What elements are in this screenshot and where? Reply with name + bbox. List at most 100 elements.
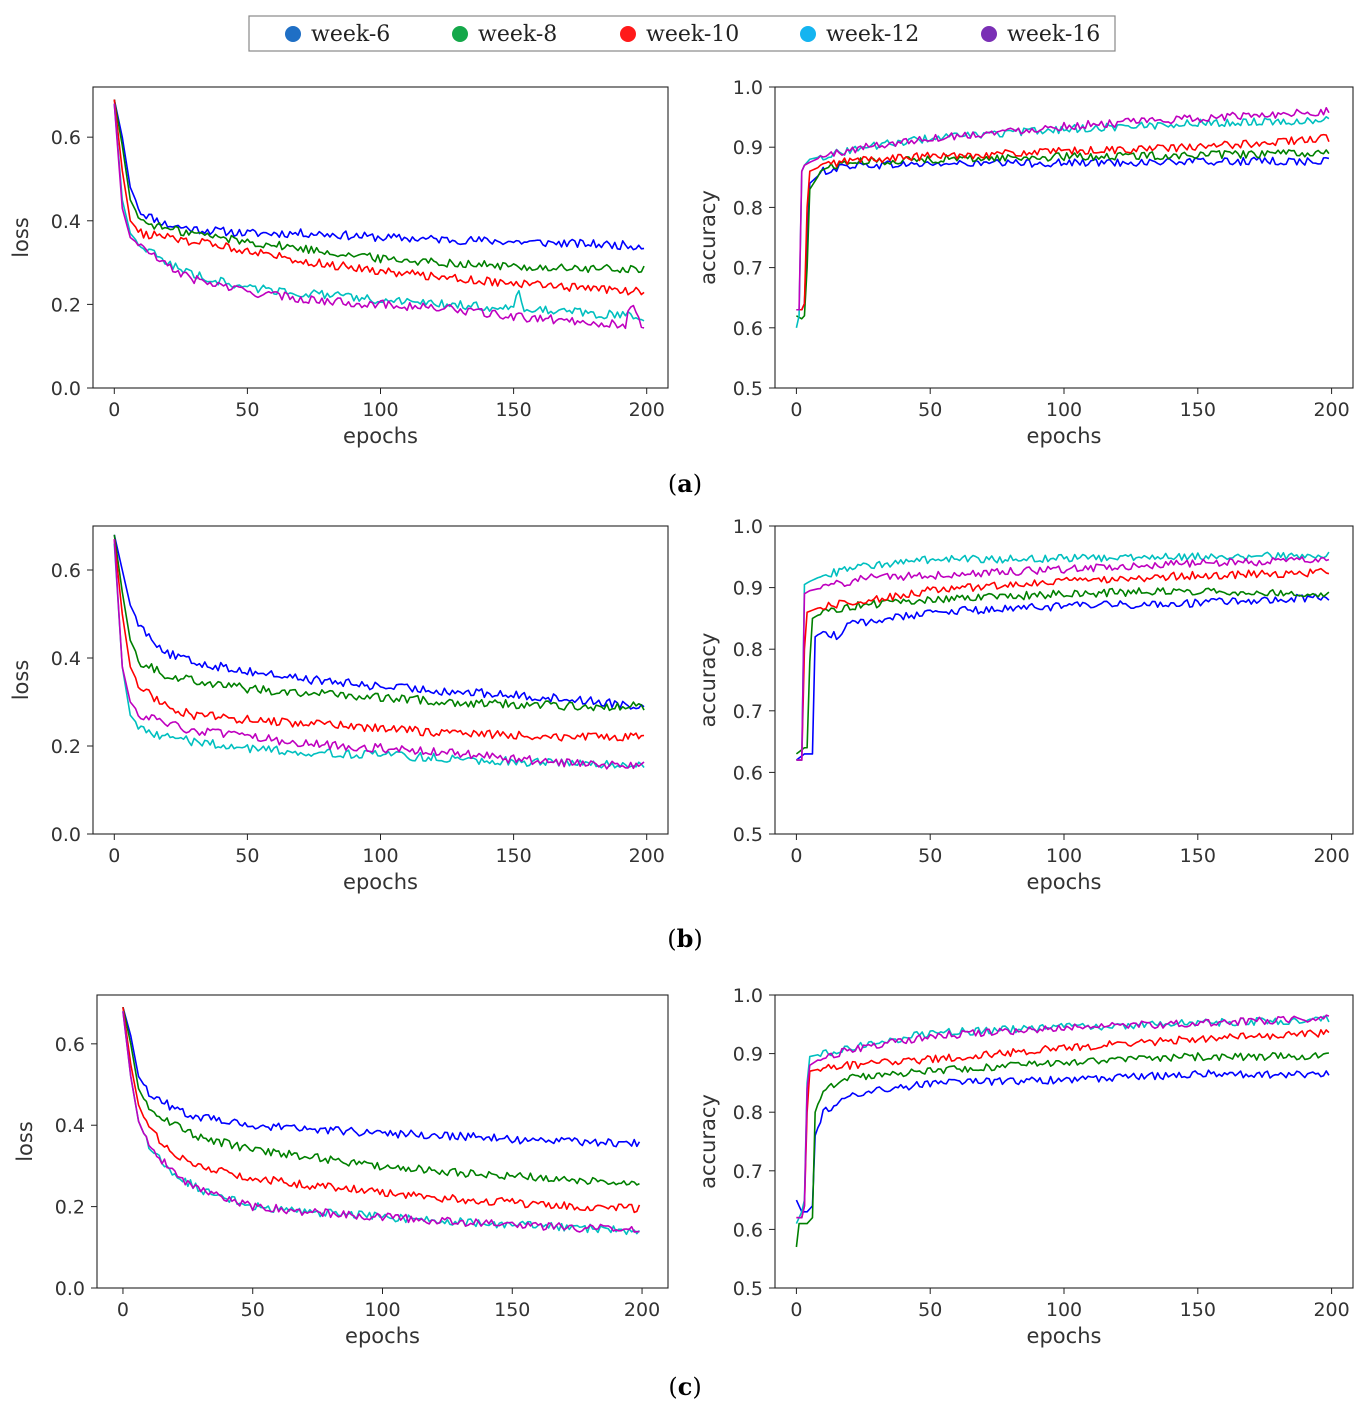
legend-label: week-16 [1007, 22, 1100, 47]
series-line-week-6 [122, 1006, 641, 1148]
series-line-week-10 [796, 133, 1330, 311]
chart-b-loss: 0 50 100 150 200 0.0 0.2 0.4 0.6 epochs loss [9, 525, 669, 894]
series-group [122, 1006, 641, 1236]
chart-c-loss: 0 50 100 150 200 0.0 0.2 0.4 0.6 epochs loss [13, 994, 669, 1348]
caption-close: ) [693, 470, 702, 498]
legend-marker-week-12 [800, 26, 816, 42]
caption-letter: b [677, 924, 694, 953]
y-tick-label: 0.7 [733, 258, 763, 280]
plot-frame [96, 994, 669, 1289]
x-axis-label: epochs [1027, 1324, 1102, 1348]
chart-b-acc: 0 50 100 150 200 0.5 0.6 0.7 0.8 0.9 1.0 epochs accu… [696, 516, 1354, 894]
x-tick-label: 100 [1046, 1299, 1082, 1321]
series-line-week-8 [795, 1052, 1330, 1248]
legend-label: week-8 [478, 22, 557, 47]
charts: 0 50 100 150 200 0.0 0.2 0.4 0.6 epochs loss 0 50 100… [9, 77, 1354, 1348]
y-axis-label: loss [13, 1121, 37, 1162]
series-line-week-6 [113, 99, 645, 251]
x-tick-label: 200 [1313, 1299, 1349, 1321]
caption-letter: a [677, 469, 693, 498]
y-tick-label: 0.6 [733, 1219, 763, 1241]
y-tick-label: 1.0 [733, 516, 763, 538]
series-group [795, 551, 1330, 761]
series-line-week-8 [113, 99, 645, 274]
y-axis-label: loss [9, 217, 33, 258]
series-line-week-8 [796, 149, 1330, 320]
y-tick-label: 0.6 [51, 560, 81, 582]
plot-frame [774, 86, 1354, 389]
x-tick-label: 50 [235, 845, 259, 867]
series-line-week-16 [796, 1014, 1330, 1219]
x-tick-label: 0 [790, 1299, 802, 1321]
x-tick-label: 150 [1180, 399, 1216, 421]
y-tick-label: 0.4 [51, 211, 81, 233]
series-line-week-8 [122, 1007, 640, 1186]
legend-marker-week-6 [285, 26, 301, 42]
series-line-week-8 [113, 534, 645, 712]
x-tick-label: 150 [495, 845, 531, 867]
y-tick-label: 0.2 [51, 294, 81, 316]
chart-c-acc: 0 50 100 150 200 0.5 0.6 0.7 0.8 0.9 1.0 epochs accu… [696, 985, 1354, 1348]
series-line-week-6 [796, 156, 1330, 311]
series-line-week-8 [795, 587, 1330, 755]
x-tick-label: 200 [629, 399, 665, 421]
x-tick-label: 100 [362, 399, 398, 421]
x-tick-label: 0 [108, 845, 120, 867]
x-axis-label: epochs [1027, 870, 1102, 894]
captions: (a) ( b) (c) [667, 469, 703, 1401]
x-tick-label: 50 [235, 399, 259, 421]
y-tick-label: 0.5 [733, 378, 763, 400]
y-axis-label: loss [9, 660, 33, 701]
y-tick-label: 0.8 [733, 1102, 763, 1124]
x-tick-label: 100 [362, 845, 398, 867]
series-line-week-16 [122, 1011, 640, 1233]
y-tick-label: 0.7 [733, 1161, 763, 1183]
series-line-week-10 [796, 567, 1330, 761]
x-tick-label: 200 [1313, 399, 1349, 421]
y-axis-label: accuracy [696, 633, 720, 728]
y-tick-label: 0.2 [51, 736, 81, 758]
x-tick-label: 200 [629, 845, 665, 867]
series-line-week-16 [113, 539, 645, 770]
x-tick-label: 100 [364, 1299, 400, 1321]
y-tick-label: 0.8 [733, 197, 763, 219]
subfigure-caption: (c) [668, 1372, 701, 1401]
y-tick-label: 0.5 [733, 824, 763, 846]
x-tick-label: 50 [918, 399, 942, 421]
series-group [113, 99, 645, 330]
series-group [795, 1014, 1330, 1248]
series-line-week-16 [113, 103, 645, 330]
legend-entry-week-16: week-16 [981, 22, 1100, 47]
x-tick-label: 200 [624, 1299, 660, 1321]
series-line-week-10 [113, 539, 645, 742]
x-tick-label: 0 [790, 845, 802, 867]
legend-entry-week-10: week-10 [620, 22, 739, 47]
y-tick-label: 0.6 [51, 127, 81, 149]
caption-open: ( [668, 1373, 677, 1401]
x-tick-label: 0 [790, 399, 802, 421]
legend-label: week-10 [646, 22, 739, 47]
series-line-week-16 [796, 106, 1330, 311]
x-tick-label: 150 [494, 1299, 530, 1321]
chart-a-loss: 0 50 100 150 200 0.0 0.2 0.4 0.6 epochs loss [9, 86, 669, 448]
series-line-week-10 [122, 1007, 641, 1214]
caption-letter: c [678, 1372, 693, 1401]
legend-label: week-12 [826, 22, 919, 47]
y-tick-label: 0.8 [733, 639, 763, 661]
y-tick-label: 0.0 [51, 378, 81, 400]
legend-entry-week-8: week-8 [452, 22, 557, 47]
series-line-week-6 [113, 534, 645, 710]
x-tick-label: 100 [1046, 845, 1082, 867]
x-tick-label: 100 [1046, 399, 1082, 421]
series-line-week-10 [796, 1029, 1330, 1219]
y-tick-label: 0.7 [733, 701, 763, 723]
legend-label: week-6 [311, 22, 390, 47]
subfigure-caption: (a) [668, 469, 702, 498]
y-tick-label: 1.0 [733, 985, 763, 1007]
series-line-week-6 [795, 593, 1330, 761]
x-tick-label: 150 [1180, 845, 1216, 867]
series-line-week-12 [796, 551, 1330, 761]
x-axis-label: epochs [1027, 424, 1102, 448]
series-line-week-16 [796, 556, 1330, 761]
